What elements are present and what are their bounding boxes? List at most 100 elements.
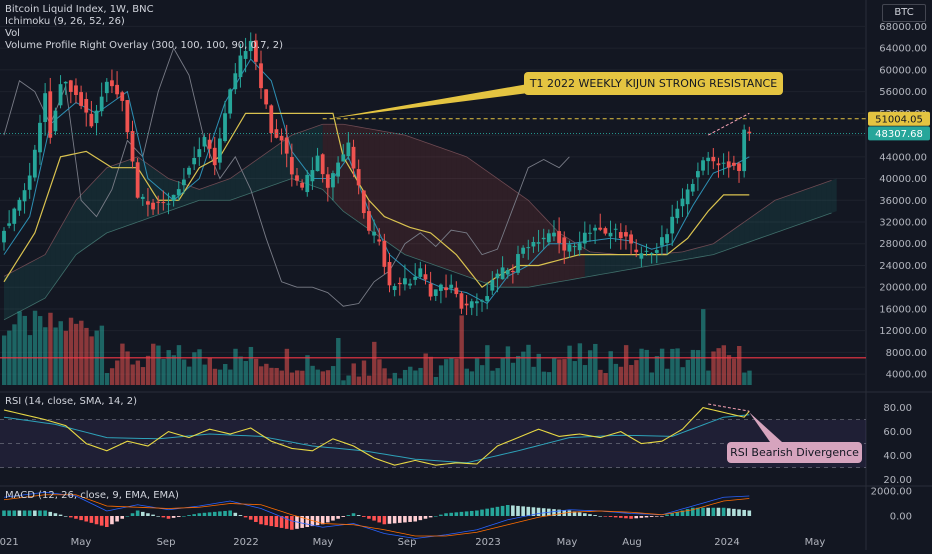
cloud-segment <box>235 171 241 199</box>
volume-bar <box>84 327 89 385</box>
volume-bar <box>444 359 449 385</box>
macd-histogram-bar <box>418 516 423 521</box>
volume-bar <box>310 365 315 385</box>
cloud-segment <box>780 196 786 232</box>
macd-histogram-bar <box>218 511 222 516</box>
volume-bar <box>253 358 259 385</box>
macd-histogram-bar <box>17 510 22 516</box>
candle-body <box>459 293 464 309</box>
macd-histogram-bar <box>675 511 680 516</box>
legend-title: Bitcoin Liquid Index, 1W, BNC <box>5 4 154 15</box>
cloud-segment <box>728 229 734 250</box>
volume-bar <box>593 343 598 385</box>
cloud-segment <box>723 232 729 251</box>
cloud-segment <box>19 265 25 312</box>
candle-body <box>449 284 454 289</box>
macd-histogram-bar <box>207 512 212 516</box>
macd-histogram-bar <box>475 510 479 516</box>
cloud-segment <box>625 254 632 271</box>
volume-bar <box>505 346 511 385</box>
volume-bar <box>361 360 367 385</box>
macd-histogram-bar <box>182 516 186 517</box>
price-tick-15: 8000.00 <box>886 348 927 359</box>
legend-volume-profile[interactable]: Volume Profile Right Overlay (300, 100, … <box>5 40 284 51</box>
legend-rsi[interactable]: RSI (14, close, SMA, 14, 2) <box>5 396 138 407</box>
candle-body <box>387 261 392 286</box>
macd-histogram-bar <box>69 516 73 518</box>
legend-macd[interactable]: MACD (12, 26, close, 9, EMA, EMA) <box>5 490 179 501</box>
cloud-segment <box>749 214 755 242</box>
macd-histogram-bar <box>310 516 315 527</box>
volume-bar <box>706 370 711 385</box>
cloud-segment <box>775 198 781 233</box>
cloud-segment <box>764 203 770 237</box>
volume-bar <box>181 359 187 385</box>
volume-bar <box>618 366 624 385</box>
candle-body <box>315 155 320 172</box>
macd-histogram-bar <box>341 516 346 517</box>
volume-bar <box>73 323 79 385</box>
volume-bar <box>341 380 346 385</box>
cloud-segment <box>81 189 87 251</box>
cloud-segment <box>194 187 200 203</box>
candle-body <box>536 242 541 244</box>
volume-bar <box>176 345 182 385</box>
cloud-segment <box>605 253 611 274</box>
candle-body <box>495 273 500 279</box>
legend-vol[interactable]: Vol <box>5 28 20 39</box>
macd-histogram-bar <box>665 514 669 516</box>
volume-bar <box>531 366 536 385</box>
volume-bar <box>264 363 269 385</box>
cloud-segment <box>744 218 750 244</box>
time-tick-4: May <box>313 537 334 548</box>
cloud-edge-0 <box>3 123 832 277</box>
cloud-segment <box>117 162 123 230</box>
macd-histogram-bar <box>454 512 459 516</box>
candle-body <box>182 179 186 186</box>
macd-histogram-bar <box>351 513 356 516</box>
candle-body <box>618 232 623 239</box>
cloud-segment <box>106 165 112 233</box>
candle-body <box>58 84 63 106</box>
macd-histogram-bar <box>356 515 361 516</box>
kijun-line <box>3 112 750 289</box>
cloud-segment <box>595 252 601 276</box>
volume-bar <box>217 369 223 385</box>
volume-bar <box>115 360 120 385</box>
macd-histogram-bar <box>690 507 695 516</box>
cloud-segment <box>518 193 524 288</box>
cloud-segment <box>584 248 590 278</box>
cloud-segment <box>502 182 508 288</box>
macd-histogram-bar <box>716 507 721 516</box>
lagging-span-line <box>3 47 570 307</box>
volume-bar <box>402 369 408 385</box>
macd-histogram-bar <box>624 516 628 519</box>
volume-bar <box>526 344 531 385</box>
volume-bar <box>130 364 135 385</box>
legend-ichimoku[interactable]: Ichimoku (9, 26, 52, 26) <box>5 16 125 27</box>
candle-body <box>654 250 659 253</box>
macd-histogram-bar <box>505 505 510 516</box>
volume-bar <box>300 370 305 385</box>
candle-body <box>341 154 346 162</box>
volume-bar <box>521 351 526 385</box>
cloud-segment <box>682 250 688 261</box>
candle-body <box>140 196 145 199</box>
volume-bar <box>171 355 177 385</box>
volume-bar <box>366 375 372 385</box>
volume-bar <box>690 349 696 385</box>
volume-bar <box>336 337 341 385</box>
volume-bar <box>623 345 629 385</box>
price-divergence-line <box>707 112 750 136</box>
candle-body <box>433 289 438 296</box>
symbol-badge[interactable]: BTC <box>882 4 926 22</box>
cloud-segment <box>374 129 380 237</box>
volume-bar <box>557 359 562 385</box>
rsi-tick-2: 40.00 <box>883 451 912 462</box>
price-tick-12: 20000.00 <box>879 283 927 294</box>
rsi-tick-3: 20.00 <box>883 475 912 486</box>
candle-body <box>562 237 567 251</box>
volume-bar <box>670 348 675 385</box>
cloud-segment <box>50 236 56 291</box>
